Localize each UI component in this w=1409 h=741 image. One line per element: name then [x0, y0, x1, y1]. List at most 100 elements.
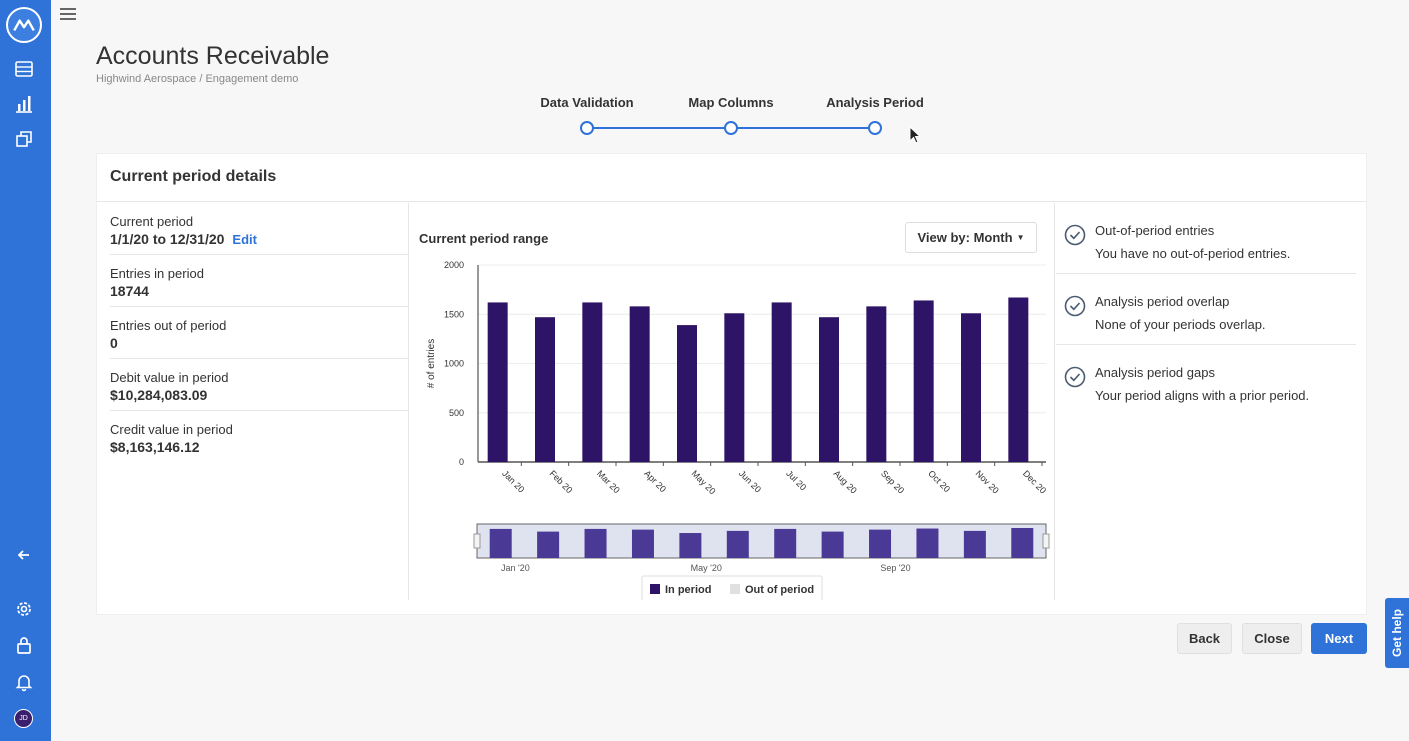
sidebar: JD — [0, 0, 51, 741]
menu-icon[interactable] — [60, 6, 76, 22]
app-logo-icon[interactable] — [6, 7, 42, 43]
card-title: Current period details — [97, 154, 1366, 202]
get-help-tab[interactable]: Get help — [1385, 598, 1409, 668]
caret-down-icon: ▼ — [1016, 233, 1025, 242]
y-tick-label: 2000 — [444, 260, 464, 270]
detail-debit-value: Debit value in period $10,284,083.09 — [110, 359, 408, 411]
x-tick-label: Oct 20 — [926, 468, 952, 494]
navigator-bar — [489, 528, 512, 558]
navigator-bar — [631, 529, 654, 558]
gear-icon[interactable] — [13, 598, 35, 620]
detail-label: Entries out of period — [110, 318, 227, 333]
navigator-label: May '20 — [691, 563, 722, 573]
view-by-dropdown[interactable]: View by: Month ▼ — [905, 222, 1037, 253]
chart-area: 2000 1500 1000 500 0 # of entries Jan 20 Feb 20… — [410, 203, 1055, 600]
x-tick-label: Dec 20 — [1021, 468, 1048, 495]
bar — [487, 302, 508, 462]
stepper: Data Validation Map Columns Analysis Per… — [530, 95, 950, 140]
bar — [629, 306, 650, 462]
y-tick-label: 1000 — [444, 359, 464, 369]
x-tick-label: Apr 20 — [642, 468, 668, 494]
navigator-label: Jan '20 — [501, 563, 530, 573]
get-help-label: Get help — [1390, 608, 1405, 658]
detail-entries-out-of-period: Entries out of period 0 — [110, 307, 408, 359]
x-tick-label: Aug 20 — [832, 468, 859, 495]
detail-value: $8,163,146.12 — [110, 439, 200, 455]
step-data-validation[interactable]: Data Validation — [540, 95, 634, 110]
navigator-bar — [726, 530, 749, 558]
bar — [1008, 297, 1029, 462]
x-tick-label: Jan 20 — [500, 468, 526, 494]
mouse-cursor-icon — [909, 126, 921, 144]
arrow-left-icon[interactable] — [13, 544, 35, 566]
detail-credit-value: Credit value in period $8,163,146.12 — [110, 411, 408, 462]
check-circle-icon — [1064, 295, 1086, 317]
database-icon[interactable] — [13, 58, 35, 80]
bar — [771, 302, 792, 462]
page-title: Accounts Receivable — [96, 42, 330, 70]
x-tick-label: Feb 20 — [548, 468, 575, 495]
legend-swatch-out-of-period — [730, 584, 740, 594]
check-title: Analysis period gaps — [1095, 365, 1215, 380]
navigator-bar — [679, 533, 702, 558]
x-tick-label: May 20 — [690, 468, 718, 496]
check-circle-icon — [1064, 366, 1086, 388]
avatar[interactable]: JD — [14, 709, 33, 728]
navigator-label: Sep '20 — [880, 563, 910, 573]
detail-value: 1/1/20 to 12/31/20 — [110, 231, 225, 247]
navigator-bar — [821, 531, 844, 558]
bar — [582, 302, 603, 462]
step-dot-3[interactable] — [868, 121, 882, 135]
navigator-bar — [774, 528, 797, 558]
copy-icon[interactable] — [13, 128, 35, 150]
bar — [866, 306, 887, 462]
detail-value: 18744 — [110, 283, 149, 299]
navigator-handle-left — [473, 533, 481, 549]
bar-chart-icon[interactable] — [13, 93, 35, 115]
navigator-bar — [537, 531, 560, 558]
x-tick-label: Mar 20 — [595, 468, 622, 495]
legend-swatch-in-period — [650, 584, 660, 594]
detail-label: Entries in period — [110, 266, 204, 281]
bar — [913, 300, 934, 462]
lock-icon[interactable] — [13, 634, 35, 656]
check-text: Your period aligns with a prior period. — [1095, 388, 1310, 403]
detail-value: $10,284,083.09 — [110, 387, 208, 403]
detail-entries-in-period: Entries in period 18744 — [110, 255, 408, 307]
bar — [961, 313, 981, 462]
bar — [535, 317, 555, 462]
chart-title: Current period range — [419, 231, 549, 246]
check-overlap: Analysis period overlap None of your per… — [1056, 274, 1356, 345]
bar — [819, 317, 839, 462]
bar — [677, 325, 697, 462]
navigator-bar — [584, 528, 607, 558]
edit-period-link[interactable]: Edit — [232, 232, 257, 247]
check-circle-icon — [1064, 224, 1086, 246]
step-dot-1[interactable] — [580, 121, 594, 135]
legend-label-in-period: In period — [665, 584, 711, 596]
check-title: Analysis period overlap — [1095, 294, 1230, 309]
navigator-window — [476, 523, 1047, 559]
next-button[interactable]: Next — [1311, 623, 1367, 654]
back-button[interactable]: Back — [1177, 623, 1232, 654]
navigator-bar — [963, 530, 986, 558]
detail-label: Credit value in period — [110, 422, 233, 437]
bell-icon[interactable] — [13, 671, 35, 693]
navigator-handle-right — [1042, 533, 1050, 549]
navigator-bar — [916, 528, 939, 558]
detail-value: 0 — [110, 335, 118, 351]
x-tick-label: Jun 20 — [737, 468, 763, 494]
close-button[interactable]: Close — [1242, 623, 1302, 654]
breadcrumb: Highwind Aerospace / Engagement demo — [96, 73, 299, 85]
period-details: Current period 1/1/20 to 12/31/20 Edit En… — [97, 203, 409, 600]
step-analysis-period[interactable]: Analysis Period — [826, 95, 924, 110]
check-out-of-period: Out-of-period entries You have no out-of… — [1056, 203, 1356, 274]
step-map-columns[interactable]: Map Columns — [688, 95, 774, 110]
check-text: You have no out-of-period entries. — [1095, 246, 1291, 261]
x-tick-label: Sep 20 — [879, 468, 906, 495]
detail-label: Current period — [110, 214, 194, 229]
x-tick-label: Nov 20 — [974, 468, 1001, 495]
bar — [724, 313, 745, 462]
step-dot-2[interactable] — [724, 121, 738, 135]
detail-label: Debit value in period — [110, 370, 229, 385]
